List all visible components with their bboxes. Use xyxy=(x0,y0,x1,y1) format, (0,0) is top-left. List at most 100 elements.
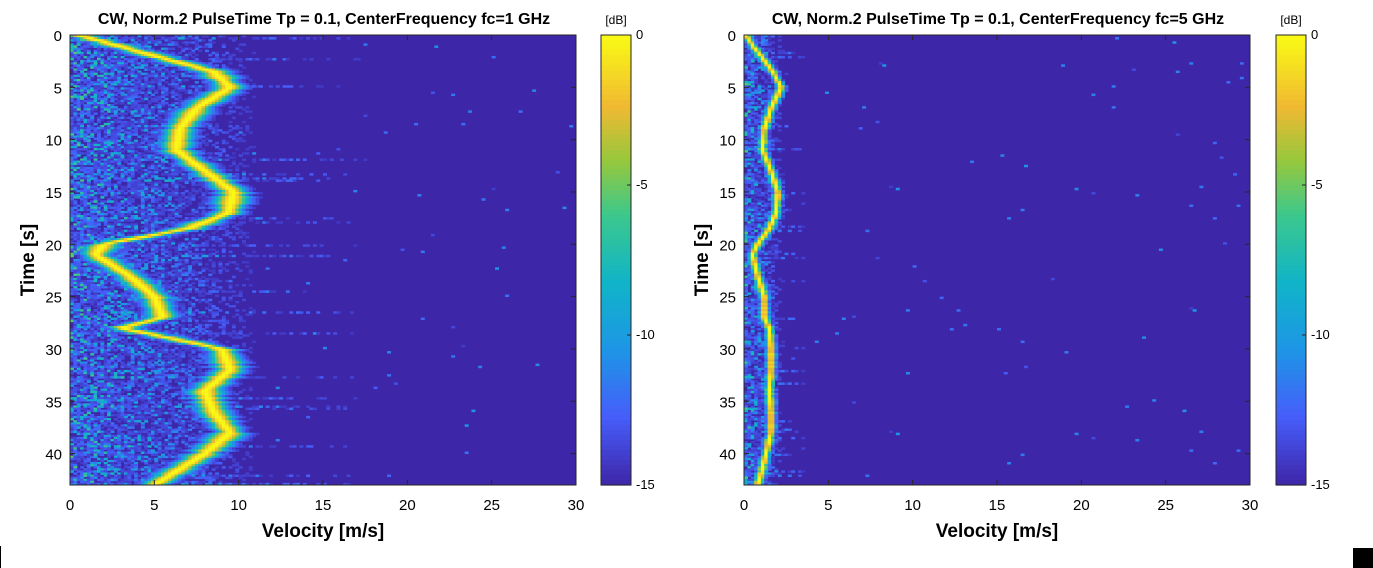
chart1-heat-cell xyxy=(232,152,236,154)
chart1-heat-cell xyxy=(73,71,77,73)
chart1-heat-cell xyxy=(235,58,239,60)
chart1-heat-cell xyxy=(299,255,303,257)
chart1-heat-cell xyxy=(185,37,189,39)
chart1-heat-cell xyxy=(229,62,233,64)
chart1-heat-cell xyxy=(239,71,243,73)
chart1-heat-cell xyxy=(175,259,179,261)
chart1-heat-cell xyxy=(185,182,189,184)
chart1-heat-cell xyxy=(266,221,270,223)
chart1-heat-cell xyxy=(495,267,499,269)
chart1-heat-cell xyxy=(272,158,276,160)
chart1-heat-cell xyxy=(73,219,77,221)
chart1-heat-cell xyxy=(299,37,303,39)
chart1-heat-cell xyxy=(185,79,189,81)
chart1-heat-cell xyxy=(306,221,310,223)
chart1-heat-cell xyxy=(229,121,233,123)
chart1-heat-cell xyxy=(336,221,340,223)
chart1-heat-cell xyxy=(97,223,101,225)
chart1-heat-cell xyxy=(185,255,189,257)
chart1-heat-cell xyxy=(185,43,189,45)
chart1-heat-cell xyxy=(218,112,222,114)
chart1-heat-cell xyxy=(218,280,222,282)
chart1-heat-cell xyxy=(185,238,189,240)
chart1-heat-cell xyxy=(141,100,145,102)
chart1-heat-cell xyxy=(235,244,239,246)
chart1-heat-cell xyxy=(195,184,199,186)
chart1-heat-cell xyxy=(225,158,229,160)
chart1-heat-cell xyxy=(279,221,283,223)
chart1-heat-cell xyxy=(202,295,206,297)
chart1-heat-cell xyxy=(178,234,182,236)
chart1-heat-cell xyxy=(205,255,209,257)
chart1-heat-cell xyxy=(272,217,276,219)
chart1-heat-cell xyxy=(256,255,260,257)
chart1-heat-cell xyxy=(225,142,229,144)
chart1-heat-cell xyxy=(218,301,222,303)
chart1-heat-cell xyxy=(245,110,249,112)
chart1-heat-cell xyxy=(286,217,290,219)
chart1-heat-cell xyxy=(417,194,421,196)
chart1-heat-cell xyxy=(245,278,249,280)
chart1-heat-cell xyxy=(353,158,357,160)
chart1-heat-cell xyxy=(252,96,256,98)
chart1-heat-cell xyxy=(259,192,263,194)
chart1-heat-cell xyxy=(195,290,199,292)
chart1-heat-cell xyxy=(256,58,260,60)
chart1-heat-cell xyxy=(269,85,273,87)
chart1-heat-cell xyxy=(313,37,317,39)
chart1-heat-cell xyxy=(178,81,182,83)
chart1-heat-cell xyxy=(326,217,330,219)
chart1-heat-cell xyxy=(256,37,260,39)
chart1-heat-cell xyxy=(148,102,152,104)
chart1-heat-cell xyxy=(384,131,388,133)
chart1-heat-cell xyxy=(347,221,351,223)
chart1-heat-cell xyxy=(482,198,486,200)
chart1-heat-cell xyxy=(158,198,162,200)
chart1-heat-cell xyxy=(266,37,270,39)
chart1-heat-cell xyxy=(286,179,290,181)
chart1-heat-cell xyxy=(252,207,256,209)
chart1-heat-cell xyxy=(272,37,276,39)
chart1-heat-cell xyxy=(208,292,212,294)
chart1-heat-cell xyxy=(195,77,199,79)
chart1-heat-cell xyxy=(164,39,168,41)
chart1-heat-cell xyxy=(272,290,276,292)
chart1-heat-cell xyxy=(178,215,182,217)
chart1-heat-cell xyxy=(205,144,209,146)
chart1-heat-cell xyxy=(229,232,233,234)
chart1-heat-cell xyxy=(175,236,179,238)
chart1-heat-cell xyxy=(73,292,77,294)
chart1-heat-cell xyxy=(134,115,138,117)
chart1-heat-cell xyxy=(202,248,206,250)
chart1-heat-cell xyxy=(208,255,212,257)
chart1-heat-cell xyxy=(94,45,98,47)
chart1-heat-cell xyxy=(313,221,317,223)
chart1-heat-cell xyxy=(198,301,202,303)
chart1-heat-cell xyxy=(245,265,249,267)
chart1-heat-cell xyxy=(242,158,246,160)
chart1-heat-cell xyxy=(215,240,219,242)
chart1-heat-cell xyxy=(225,290,229,292)
chart1-heat-cell xyxy=(77,154,81,156)
chart1-heat-cell xyxy=(235,106,239,108)
chart1-heat-cell xyxy=(83,152,87,154)
chart1-heat-cell xyxy=(235,301,239,303)
chart1-heat-cell xyxy=(212,244,216,246)
chart1-heat-cell xyxy=(114,297,118,299)
chart1-heat-cell xyxy=(215,60,219,62)
chart1-heat-cell xyxy=(218,60,222,62)
chart1-heat-cell xyxy=(235,127,239,129)
chart1-heat-cell xyxy=(283,255,287,257)
chart1-heat-cell xyxy=(303,158,307,160)
chart1-heat-cell xyxy=(124,179,128,181)
chart1-heat-cell xyxy=(144,112,148,114)
chart1-heat-cell xyxy=(239,50,243,52)
chart1-heat-cell xyxy=(154,43,158,45)
chart1-heat-cell xyxy=(83,140,87,142)
chart1-heat-cell xyxy=(164,43,168,45)
chart1-heat-cell xyxy=(225,280,229,282)
chart1-heat-cell xyxy=(434,45,438,47)
chart1-heat-cell xyxy=(242,121,246,123)
chart1-heat-cell xyxy=(168,280,172,282)
